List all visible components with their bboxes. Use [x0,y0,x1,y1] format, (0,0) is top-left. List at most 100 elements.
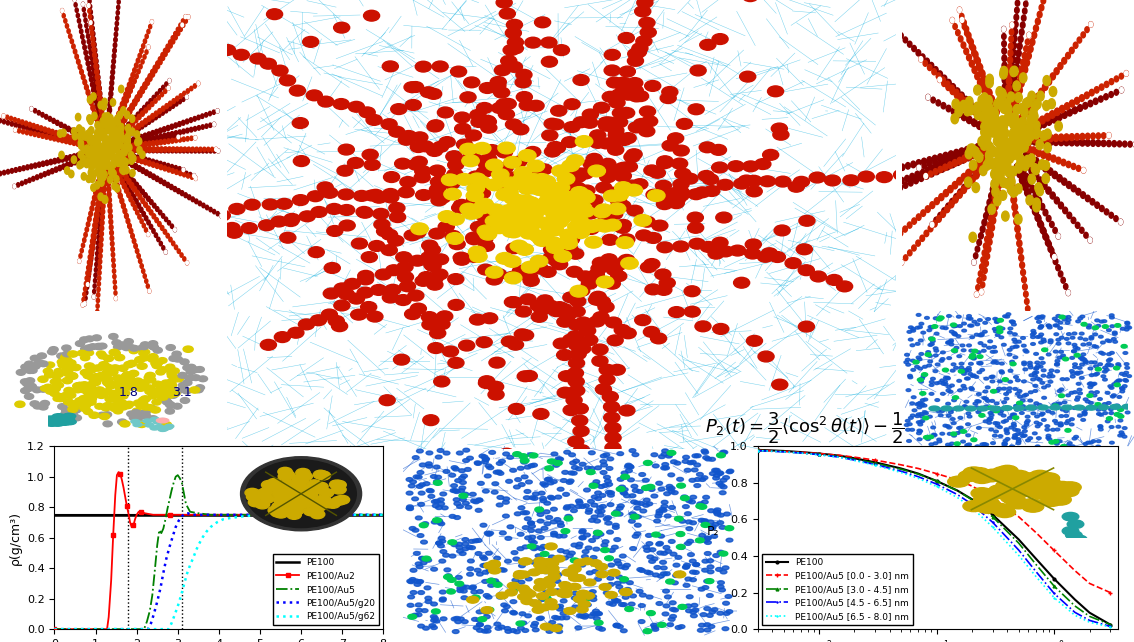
Circle shape [1074,98,1080,104]
Circle shape [95,315,99,319]
Circle shape [575,505,582,508]
Circle shape [127,186,130,191]
Circle shape [615,77,632,88]
Circle shape [489,83,505,93]
Circle shape [1109,78,1114,85]
Circle shape [61,164,66,169]
Circle shape [119,137,124,143]
Circle shape [98,176,103,183]
Circle shape [434,192,450,203]
Circle shape [972,356,976,359]
Circle shape [474,209,491,220]
Circle shape [409,578,416,582]
Circle shape [1022,344,1026,347]
Circle shape [1058,424,1063,427]
Circle shape [193,174,195,178]
Circle shape [755,159,771,169]
Circle shape [417,471,424,474]
Circle shape [528,525,535,528]
Circle shape [538,519,544,523]
Circle shape [109,334,118,340]
Circle shape [701,523,710,527]
Circle shape [998,89,1006,98]
Circle shape [135,96,139,102]
Circle shape [1118,434,1123,437]
Circle shape [76,141,81,146]
Circle shape [159,163,162,168]
Circle shape [1017,135,1024,144]
Circle shape [1008,174,1014,182]
Circle shape [1060,444,1067,448]
Circle shape [362,150,379,160]
Circle shape [543,252,559,263]
Circle shape [587,499,594,503]
Circle shape [416,189,432,200]
Circle shape [87,141,92,147]
Circle shape [1023,284,1027,290]
Circle shape [997,139,1005,149]
Circle shape [689,610,696,614]
Circle shape [96,375,107,381]
Circle shape [327,204,342,214]
Circle shape [576,499,582,503]
Circle shape [590,291,607,302]
Circle shape [1036,91,1044,101]
Circle shape [561,471,568,474]
Circle shape [494,65,510,76]
Circle shape [568,607,574,611]
Circle shape [959,362,964,365]
PE100/Au5 [4.5 - 6.5] nm [985,519,999,526]
Circle shape [576,590,589,597]
Circle shape [505,272,522,284]
Circle shape [608,125,624,135]
Circle shape [142,211,145,216]
Circle shape [471,590,477,594]
Circle shape [948,162,953,169]
Circle shape [575,626,582,630]
Circle shape [775,176,790,187]
Circle shape [604,164,620,175]
Circle shape [110,406,119,412]
Circle shape [1058,271,1063,277]
Circle shape [120,121,125,126]
Circle shape [145,372,155,379]
Circle shape [997,174,1002,182]
Circle shape [429,228,445,239]
Circle shape [525,480,532,484]
Circle shape [569,306,585,317]
Circle shape [525,614,532,618]
Circle shape [1040,227,1046,234]
Circle shape [101,180,105,186]
Circle shape [578,185,595,196]
Circle shape [599,120,615,131]
Circle shape [557,487,564,491]
Circle shape [100,112,104,118]
Circle shape [646,611,655,616]
Circle shape [1101,341,1106,344]
Circle shape [704,551,711,555]
Circle shape [443,469,450,473]
Circle shape [154,233,158,238]
PE100/Au5 [294,511,307,519]
Circle shape [997,330,1002,333]
Circle shape [96,165,102,173]
Circle shape [20,120,24,125]
Circle shape [1063,316,1067,319]
Circle shape [713,510,720,514]
Circle shape [1047,117,1052,125]
PE100/Au2 [127,521,141,529]
Circle shape [704,536,711,540]
Circle shape [348,293,364,304]
Circle shape [132,155,136,160]
Circle shape [464,150,480,160]
Circle shape [98,163,103,170]
PE100/Au2 [128,516,142,523]
Circle shape [1066,290,1070,295]
Circle shape [972,150,978,158]
Circle shape [1027,32,1031,38]
Circle shape [981,141,988,150]
Circle shape [399,281,415,291]
Ellipse shape [1110,404,1120,409]
Circle shape [124,92,128,98]
Circle shape [153,203,156,208]
